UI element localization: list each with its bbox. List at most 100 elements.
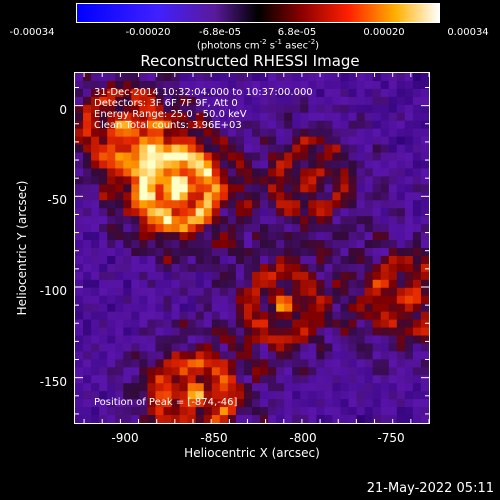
heatmap-cell [163, 104, 172, 114]
heatmap-cell [187, 351, 197, 360]
heatmap-cell [412, 96, 422, 106]
heatmap-cell [211, 255, 221, 265]
heatmap-cell [420, 248, 429, 257]
heatmap-cell [292, 335, 301, 344]
heatmap-cell [396, 303, 406, 313]
heatmap-cell [227, 216, 237, 225]
heatmap-cell [83, 367, 92, 376]
heatmap-cell [163, 279, 172, 289]
heatmap-cell [203, 343, 213, 352]
heatmap-cell [187, 88, 197, 98]
heatmap-cell [99, 248, 108, 257]
heatmap-cell [316, 367, 325, 376]
heatmap-cell [332, 112, 341, 122]
heatmap-cell [372, 287, 382, 297]
heatmap-cell [292, 375, 301, 384]
heatmap-cell [83, 73, 92, 82]
heatmap-cell [147, 335, 156, 344]
heatmap-cell [99, 176, 108, 185]
heatmap-cell [420, 224, 429, 233]
heatmap-cell [155, 88, 164, 98]
heatmap-cell [75, 104, 84, 114]
heatmap-cell [203, 415, 213, 423]
heatmap-cell [219, 96, 229, 106]
heatmap-cell [348, 112, 357, 122]
heatmap-cell [396, 359, 406, 368]
heatmap-cell [420, 120, 429, 130]
heatmap-cell [276, 128, 285, 138]
heatmap-cell [147, 216, 156, 225]
heatmap-cell [380, 128, 390, 138]
heatmap-cell [123, 96, 132, 106]
heatmap-cell [284, 88, 293, 98]
heatmap-cell [187, 208, 197, 217]
heatmap-cell [396, 80, 406, 90]
heatmap-cell [404, 240, 414, 249]
heatmap-cell [276, 184, 285, 193]
heatmap-cell [131, 311, 140, 320]
heatmap-cell [155, 200, 164, 209]
heatmap-cell [83, 176, 92, 185]
heatmap-cell [179, 295, 189, 305]
heatmap-cell [404, 359, 414, 368]
heatmap-cell [332, 359, 341, 368]
heatmap-cell [115, 73, 124, 82]
heatmap-cell [332, 367, 341, 376]
heatmap-cell [83, 216, 92, 225]
heatmap-cell [396, 335, 406, 344]
heatmap-cell [308, 96, 317, 106]
heatmap-cell [235, 216, 245, 225]
heatmap-cell [235, 287, 245, 297]
heatmap-cell [324, 192, 333, 201]
heatmap-cell [195, 160, 205, 169]
heatmap-cell [227, 152, 237, 161]
heatmap-cell [316, 383, 325, 392]
heatmap-cell [388, 240, 398, 249]
heatmap-cell [412, 279, 422, 289]
heatmap-cell [219, 208, 229, 217]
heatmap-cell [260, 399, 269, 408]
heatmap-cell [147, 80, 156, 90]
heatmap-cell [195, 232, 205, 241]
heatmap-cell [155, 287, 164, 297]
heatmap-cell [203, 255, 213, 265]
heatmap-cell [107, 367, 116, 376]
heatmap-cell [324, 407, 333, 416]
heatmap-cell [211, 279, 221, 289]
heatmap-cell [388, 216, 398, 225]
heatmap-cell [83, 399, 92, 408]
heatmap-cell [163, 240, 172, 249]
heatmap-cell [147, 367, 156, 376]
heatmap-cell [203, 303, 213, 313]
heatmap-cell [276, 240, 285, 249]
heatmap-cell [211, 224, 221, 233]
heatmap-cell [107, 391, 116, 400]
heatmap-cell [243, 96, 253, 106]
heatmap-cell [75, 208, 84, 217]
heatmap-cell [268, 399, 277, 408]
heatmap-cell [316, 216, 325, 225]
heatmap-cell [388, 96, 398, 106]
heatmap-cell [179, 200, 189, 209]
heatmap-cell [380, 112, 390, 122]
heatmap-cell [276, 383, 285, 392]
heatmap-cell [372, 240, 382, 249]
heatmap-cell [276, 311, 285, 320]
heatmap-cell [364, 391, 374, 400]
heatmap-cell [356, 367, 366, 376]
heatmap-cell [372, 327, 382, 336]
heatmap-cell [260, 319, 269, 328]
heatmap-cell [211, 96, 221, 106]
heatmap-cell [316, 263, 325, 273]
heatmap-cell [252, 144, 261, 153]
heatmap-cell [179, 399, 189, 408]
heatmap-cell [308, 279, 317, 289]
heatmap-cell [252, 343, 261, 352]
y-tick-label: -150 [39, 375, 67, 389]
heatmap-cell [131, 128, 140, 138]
heatmap-cell [260, 367, 269, 376]
heatmap-cell [276, 232, 285, 241]
heatmap-cell [292, 295, 301, 305]
heatmap-cell [139, 359, 148, 368]
heatmap-cell [195, 144, 205, 153]
